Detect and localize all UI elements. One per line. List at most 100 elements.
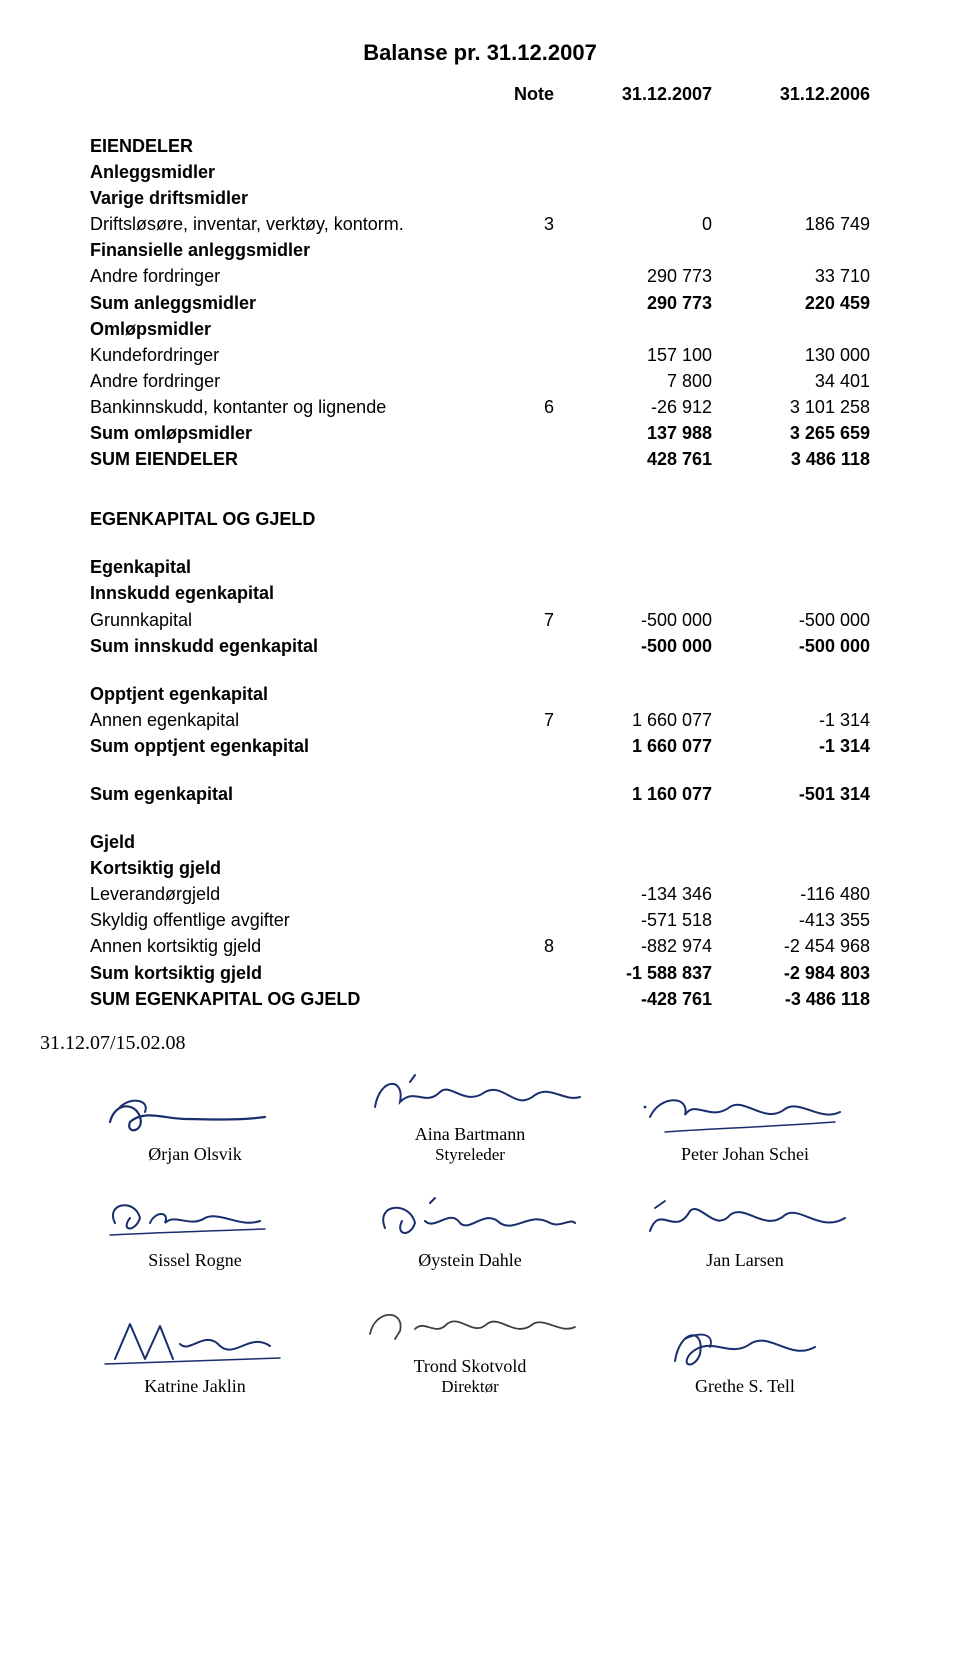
cell-value-1: 290 773	[554, 290, 712, 316]
section-fin-anlegg: Finansielle anleggsmidler	[90, 237, 870, 263]
cell-value-2: 220 459	[712, 290, 870, 316]
signature-row: Katrine Jaklin Trond Skotvold Direktør G…	[70, 1299, 870, 1397]
signature-block: Ørjan Olsvik	[70, 1087, 320, 1165]
row-sum-kortsiktig: Sum kortsiktig gjeld -1 588 837 -2 984 8…	[90, 960, 870, 986]
cell-value-1: 7 800	[554, 368, 712, 394]
section-label: EGENKAPITAL OG GJELD	[90, 506, 480, 532]
cell-value-2: 130 000	[712, 342, 870, 368]
signature-icon	[355, 1067, 585, 1122]
signature-name: Grethe S. Tell	[695, 1376, 795, 1396]
section-label: Anleggsmidler	[90, 159, 480, 185]
signature-block: Peter Johan Schei	[620, 1087, 870, 1165]
cell-label: Grunnkapital	[90, 607, 475, 633]
cell-value-2: -1 314	[712, 733, 870, 759]
cell-label: Leverandørgjeld	[90, 881, 475, 907]
section-anleggsmidler: Anleggsmidler	[90, 159, 870, 185]
signature-icon	[635, 1193, 855, 1248]
signature-icon	[635, 1087, 855, 1142]
cell-note: 6	[475, 394, 554, 420]
cell-label: Kundefordringer	[90, 342, 475, 368]
section-varige: Varige driftsmidler	[90, 185, 870, 211]
cell-label: Sum egenkapital	[90, 781, 475, 807]
cell-value-2: 3 101 258	[712, 394, 870, 420]
row-sum-opptjent: Sum opptjent egenkapital 1 660 077 -1 31…	[90, 733, 870, 759]
cell-note	[475, 781, 554, 807]
cell-value-1: -134 346	[554, 881, 712, 907]
row-driftslosore: Driftsløsøre, inventar, verktøy, kontorm…	[90, 211, 870, 237]
cell-value-1: -26 912	[554, 394, 712, 420]
cell-value-1: -500 000	[554, 633, 712, 659]
cell-note: 7	[475, 707, 554, 733]
row-andre-fordringer-a: Andre fordringer 290 773 33 710	[90, 263, 870, 289]
section-kortsiktig-gjeld: Kortsiktig gjeld	[90, 855, 870, 881]
cell-value-1: 1 660 077	[554, 707, 712, 733]
cell-value-1: 428 761	[554, 446, 712, 472]
cell-note: 7	[475, 607, 554, 633]
cell-note	[475, 986, 554, 1012]
cell-value-1: 290 773	[554, 263, 712, 289]
cell-note	[475, 960, 554, 986]
signature-block: Jan Larsen	[620, 1193, 870, 1271]
signature-block: Aina Bartmann Styreleder	[345, 1067, 595, 1165]
cell-label: Sum omløpsmidler	[90, 420, 475, 446]
cell-note	[475, 907, 554, 933]
cell-value-1: -571 518	[554, 907, 712, 933]
cell-value-1: -1 588 837	[554, 960, 712, 986]
row-sum-anlegg: Sum anleggsmidler 290 773 220 459	[90, 290, 870, 316]
row-sum-ek: Sum egenkapital 1 160 077 -501 314	[90, 781, 870, 807]
cell-label: Bankinnskudd, kontanter og lignende	[90, 394, 475, 420]
date-stamp: 31.12.07/15.02.08	[40, 1032, 870, 1055]
cell-label: SUM EGENKAPITAL OG GJELD	[90, 986, 475, 1012]
cell-note	[475, 342, 554, 368]
cell-label: Annen egenkapital	[90, 707, 475, 733]
section-opptjent-ek: Opptjent egenkapital	[90, 681, 870, 707]
cell-value-2: 33 710	[712, 263, 870, 289]
section-label: Kortsiktig gjeld	[90, 855, 480, 881]
row-grunnkapital: Grunnkapital 7 -500 000 -500 000	[90, 607, 870, 633]
cell-value-2: -2 984 803	[712, 960, 870, 986]
cell-value-1: 1 160 077	[554, 781, 712, 807]
signature-name: Jan Larsen	[706, 1250, 783, 1270]
signature-icon	[355, 1299, 585, 1354]
section-omlops: Omløpsmidler	[90, 316, 870, 342]
cell-note: 3	[475, 211, 554, 237]
page-title: Balanse pr. 31.12.2007	[90, 40, 870, 66]
signature-name: Trond Skotvold	[414, 1356, 527, 1376]
row-annen-kortsiktig: Annen kortsiktig gjeld 8 -882 974 -2 454…	[90, 933, 870, 959]
cell-value-2: -413 355	[712, 907, 870, 933]
cell-value-2: -500 000	[712, 633, 870, 659]
cell-value-2: 34 401	[712, 368, 870, 394]
column-headers: Note 31.12.2007 31.12.2006	[90, 84, 870, 105]
signature-name: Aina Bartmann	[415, 1124, 525, 1144]
section-eiendeler: EIENDELER	[90, 133, 870, 159]
section-label: Gjeld	[90, 829, 480, 855]
cell-label: Sum innskudd egenkapital	[90, 633, 475, 659]
cell-value-1: -882 974	[554, 933, 712, 959]
signature-area: Ørjan Olsvik Aina Bartmann Styreleder Pe…	[70, 1067, 870, 1397]
row-bankinnskudd: Bankinnskudd, kontanter og lignende 6 -2…	[90, 394, 870, 420]
cell-note	[475, 420, 554, 446]
cell-label: Andre fordringer	[90, 263, 475, 289]
row-annen-ek: Annen egenkapital 7 1 660 077 -1 314	[90, 707, 870, 733]
signature-block: Grethe S. Tell	[620, 1319, 870, 1397]
cell-note	[475, 733, 554, 759]
signature-icon	[95, 1087, 295, 1142]
section-label: Innskudd egenkapital	[90, 580, 480, 606]
signature-icon	[95, 1193, 295, 1248]
cell-value-1: -500 000	[554, 607, 712, 633]
page: Balanse pr. 31.12.2007 Note 31.12.2007 3…	[0, 0, 960, 1465]
signature-name: Ørjan Olsvik	[148, 1144, 242, 1164]
cell-label: Annen kortsiktig gjeld	[90, 933, 475, 959]
cell-value-1: -428 761	[554, 986, 712, 1012]
section-label: Opptjent egenkapital	[90, 681, 480, 707]
cell-value-2: -501 314	[712, 781, 870, 807]
cell-value-1: 137 988	[554, 420, 712, 446]
cell-note: 8	[475, 933, 554, 959]
row-sum-eiendeler: SUM EIENDELER 428 761 3 486 118	[90, 446, 870, 472]
section-label: Omløpsmidler	[90, 316, 480, 342]
cell-value-2: 3 265 659	[712, 420, 870, 446]
cell-value-2: -1 314	[712, 707, 870, 733]
signature-name: Øystein Dahle	[418, 1250, 521, 1270]
cell-note	[475, 446, 554, 472]
cell-value-1: 1 660 077	[554, 733, 712, 759]
